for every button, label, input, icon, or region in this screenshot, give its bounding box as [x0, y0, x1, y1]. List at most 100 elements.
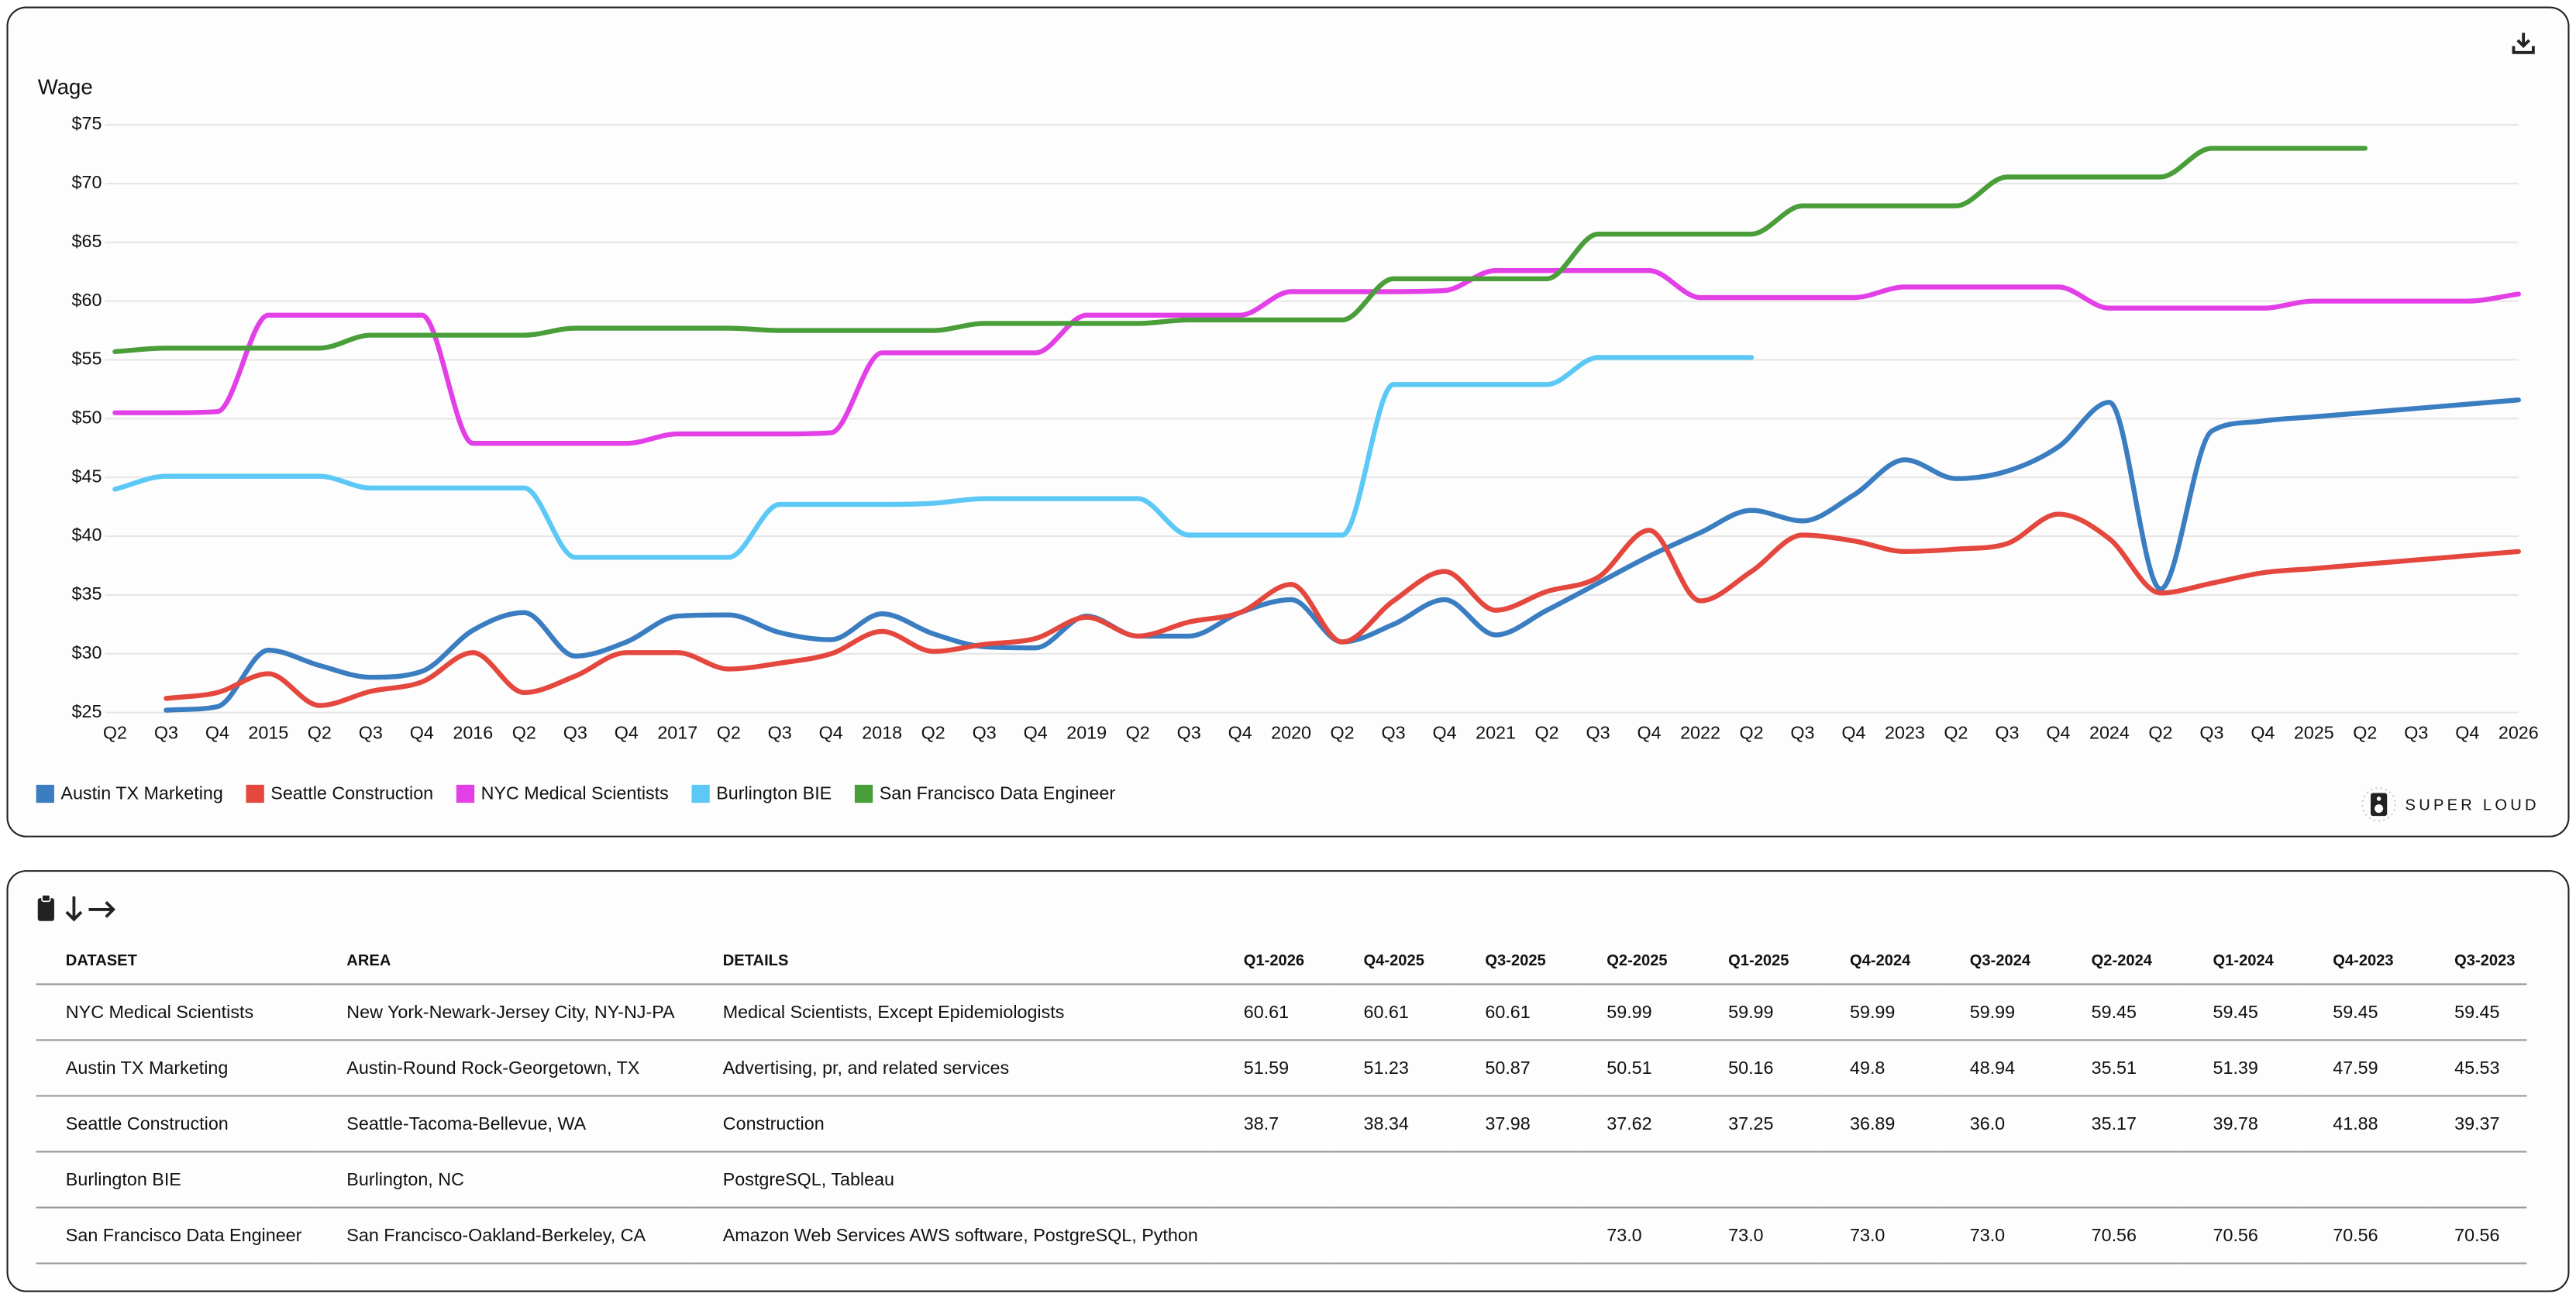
x-tick-label: Q3	[973, 722, 997, 742]
table-cell: 50.87	[1455, 1040, 1578, 1097]
y-tick-label: $30	[72, 642, 102, 662]
download-button[interactable]	[2512, 33, 2535, 54]
y-tick-label: $70	[72, 172, 102, 192]
legend-swatch	[854, 784, 873, 803]
y-tick-label: $65	[72, 231, 102, 251]
column-header[interactable]: AREA	[317, 939, 694, 986]
y-tick-label: $35	[72, 583, 102, 604]
table-cell: 73.0	[1940, 1207, 2062, 1264]
table-cell: 59.99	[1820, 984, 1941, 1041]
table-cell: 73.0	[1577, 1207, 1699, 1264]
column-header[interactable]: Q3-2023	[2424, 939, 2527, 986]
table-cell: 59.45	[2424, 984, 2527, 1041]
table-cell	[1820, 1151, 1941, 1209]
legend-label: Burlington BIE	[716, 783, 832, 803]
x-tick-label: Q3	[1586, 722, 1610, 742]
x-tick-label: Q2	[1126, 722, 1150, 742]
x-tick-label: Q2	[2148, 722, 2172, 742]
x-tick-label: Q4	[2455, 722, 2479, 742]
table-cell	[1214, 1207, 1334, 1264]
column-header[interactable]: Q3-2024	[1940, 939, 2062, 986]
y-tick-label: $55	[72, 349, 102, 369]
x-tick-label: Q4	[2251, 722, 2275, 742]
x-tick-label: 2016	[453, 722, 493, 742]
x-tick-label: Q4	[205, 722, 229, 742]
series-line	[164, 511, 2521, 708]
table-cell: New York-Newark-Jersey City, NY-NJ-PA	[317, 984, 694, 1041]
table-cell	[2303, 1151, 2425, 1209]
column-header[interactable]: Q1-2026	[1214, 939, 1334, 986]
x-tick-label: Q2	[2353, 722, 2377, 742]
table-cell: 59.99	[1577, 984, 1699, 1041]
table-cell: 51.23	[1334, 1040, 1456, 1097]
column-header[interactable]: Q4-2023	[2303, 939, 2425, 986]
table-cell: 73.0	[1820, 1207, 1941, 1264]
table-cell	[2424, 1151, 2527, 1209]
column-header[interactable]: Q2-2024	[2061, 939, 2184, 986]
x-tick-label: Q2	[1739, 722, 1763, 742]
table-row: Austin TX Marketing Austin-Round Rock-Geo…	[36, 1040, 2527, 1097]
table-cell: PostgreSQL, Tableau	[693, 1151, 1214, 1209]
table-cell: 51.39	[2183, 1040, 2304, 1097]
column-header[interactable]: Q2-2025	[1577, 939, 1699, 986]
table-cell: San Francisco-Oakland-Berkeley, CA	[317, 1207, 694, 1264]
chart: Wage SUPER LOUD $25 $30 $35 $40 $45 $50 $55 $60…	[36, 33, 2539, 822]
table-cell: 48.94	[1940, 1040, 2062, 1097]
table-cell: Construction	[693, 1096, 1214, 1153]
legend-label: San Francisco Data Engineer	[880, 783, 1116, 803]
column-header[interactable]: DATASET	[36, 939, 318, 986]
legend-swatch	[246, 784, 264, 803]
x-tick-label: Q2	[921, 722, 945, 742]
table-cell: Amazon Web Services AWS software, Postgr…	[693, 1207, 1214, 1264]
sort-button[interactable]	[65, 896, 83, 922]
x-tick-label: Q3	[359, 722, 383, 742]
x-tick-label: Q4	[615, 722, 639, 742]
table-cell	[1940, 1151, 2062, 1209]
copy-button[interactable]	[37, 894, 54, 921]
table-cell: 70.56	[2424, 1207, 2527, 1264]
column-header[interactable]: Q1-2025	[1698, 939, 1820, 986]
header-row: DATASET AREA DETAILS Q1-2026 Q4-2025 Q3-2025 Q…	[36, 939, 2527, 986]
x-tick-label: 2025	[2294, 722, 2334, 742]
x-tick-label: Q2	[512, 722, 536, 742]
x-tick-label: 2020	[1271, 722, 1311, 742]
series-line	[112, 146, 2368, 355]
x-tick-label: 2018	[862, 722, 902, 742]
legend-label: NYC Medical Scientists	[481, 783, 669, 803]
table-cell: 35.17	[2061, 1096, 2184, 1153]
expand-button[interactable]	[88, 901, 115, 918]
x-tick-label: Q3	[768, 722, 792, 742]
legend-swatch	[691, 784, 710, 803]
table-cell	[1577, 1151, 1699, 1209]
chart-panel	[6, 6, 2570, 838]
x-tick-label: 2021	[1476, 722, 1516, 742]
table-cell	[1455, 1151, 1578, 1209]
x-tick-label: Q3	[1790, 722, 1814, 742]
x-tick-label: Q3	[1177, 722, 1201, 742]
table-cell: Advertising, pr, and related services	[693, 1040, 1214, 1097]
x-tick-label: 2023	[1885, 722, 1925, 742]
data-table: DATASET AREA DETAILS Q1-2026 Q4-2025 Q3-2025 Q…	[36, 939, 2527, 1264]
x-tick-label: Q4	[2046, 722, 2070, 742]
table-row: San Francisco Data Engineer San Francisco…	[36, 1207, 2527, 1264]
table-cell: 70.56	[2183, 1207, 2304, 1264]
x-tick-label: Q2	[1944, 722, 1968, 742]
table-cell: Austin TX Marketing	[36, 1040, 318, 1097]
legend-label: Austin TX Marketing	[60, 783, 222, 803]
column-header[interactable]: Q4-2025	[1334, 939, 1456, 986]
legend-swatch	[456, 784, 475, 803]
x-tick-label: Q4	[1228, 722, 1252, 742]
y-axis-title: Wage	[38, 75, 93, 99]
table-cell	[2183, 1151, 2304, 1209]
column-header[interactable]: Q4-2024	[1820, 939, 1941, 986]
column-header[interactable]: Q1-2024	[2183, 939, 2304, 986]
column-header[interactable]: Q3-2025	[1455, 939, 1578, 986]
column-header[interactable]: DETAILS	[693, 939, 1214, 986]
table-cell: 50.51	[1577, 1040, 1699, 1097]
table-cell: 59.99	[1698, 984, 1820, 1041]
table-cell: 49.8	[1820, 1040, 1941, 1097]
x-tick-label: Q2	[1535, 722, 1559, 742]
table-cell: 39.78	[2183, 1096, 2304, 1153]
